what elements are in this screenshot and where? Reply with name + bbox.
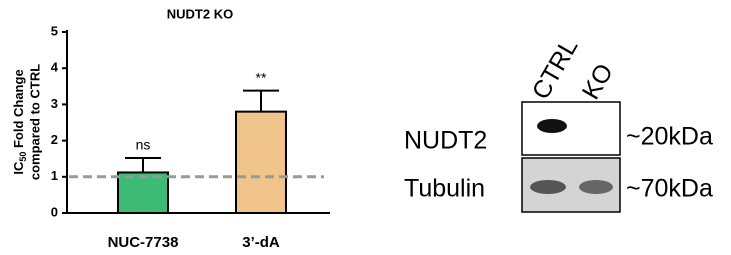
y-label-part: Fold Change xyxy=(11,69,26,151)
blot: CTRL KO NUDT2 Tubulin ~20kDa ~70kDa xyxy=(404,34,713,212)
y-tick-label: 1 xyxy=(51,168,58,183)
lane-label: CTRL xyxy=(527,34,584,105)
y-tick-label: 2 xyxy=(51,132,58,147)
row-label: NUDT2 xyxy=(404,127,487,155)
bar xyxy=(118,172,168,213)
y-tick-label: 0 xyxy=(51,204,58,219)
x-tick-label: NUC-7738 xyxy=(108,234,179,251)
row-label: Tubulin xyxy=(404,175,485,203)
y-tick-label: 4 xyxy=(51,60,59,75)
band xyxy=(537,119,567,133)
annotation: ** xyxy=(256,69,267,85)
y-axis-label: IC50 Fold Change xyxy=(11,69,28,174)
blot-panel xyxy=(522,102,620,155)
band xyxy=(530,180,566,194)
figure: NUDT2 KO IC50 Fold Change compared to CT… xyxy=(0,0,731,255)
x-tick-label: 3’-dA xyxy=(242,234,280,251)
y-tick-label: 3 xyxy=(51,96,58,111)
size-label: ~20kDa xyxy=(626,123,713,151)
y-axis-label: compared to CTRL xyxy=(27,64,42,180)
y-tick-label: 5 xyxy=(51,23,58,38)
lane-label: KO xyxy=(577,59,619,104)
size-label: ~70kDa xyxy=(626,175,713,203)
bar xyxy=(236,112,286,213)
annotation: ns xyxy=(136,137,151,153)
y-label-part: IC xyxy=(11,161,26,175)
band xyxy=(579,180,613,194)
chart-title: NUDT2 KO xyxy=(167,6,233,21)
